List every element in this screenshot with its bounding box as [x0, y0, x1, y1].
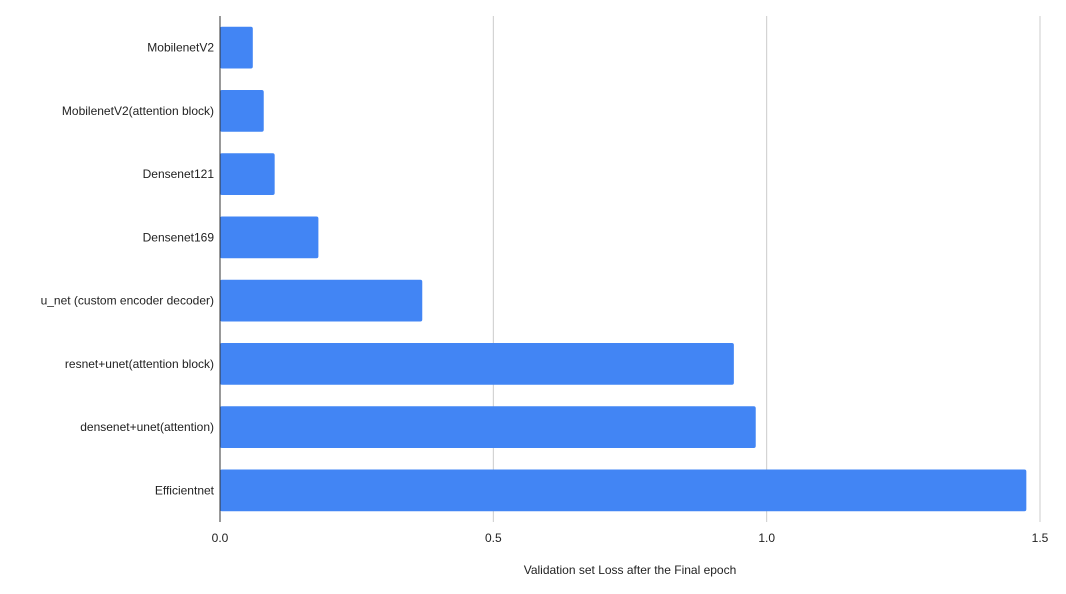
x-tick-label: 1.0 [758, 531, 775, 545]
category-label: resnet+unet(attention block) [65, 357, 214, 371]
x-tick-label: 1.5 [1032, 531, 1049, 545]
category-label: MobilenetV2(attention block) [62, 104, 214, 118]
bar-0 [220, 26, 253, 69]
x-tick-labels: 0.0 0.5 1.0 1.5 [212, 531, 1049, 545]
category-label: MobilenetV2 [147, 41, 214, 55]
category-label: Efficientnet [155, 483, 215, 497]
x-axis-title: Validation set Loss after the Final epoc… [524, 563, 737, 577]
bar-1 [220, 90, 264, 132]
bar-6 [220, 406, 756, 448]
bar-7 [220, 469, 1027, 512]
bar-3 [220, 216, 319, 259]
x-tick-label: 0.5 [485, 531, 502, 545]
category-label: u_net (custom encoder decoder) [41, 294, 214, 308]
category-label: Densenet169 [143, 230, 215, 244]
category-label: densenet+unet(attention) [80, 420, 214, 434]
category-labels: MobilenetV2 MobilenetV2(attention block) D… [41, 41, 215, 498]
bar-5 [220, 343, 734, 385]
x-tick-label: 0.0 [212, 531, 229, 545]
category-label: Densenet121 [143, 167, 215, 181]
bar-2 [220, 153, 275, 195]
bar-4 [220, 279, 423, 322]
bars [220, 26, 1027, 512]
